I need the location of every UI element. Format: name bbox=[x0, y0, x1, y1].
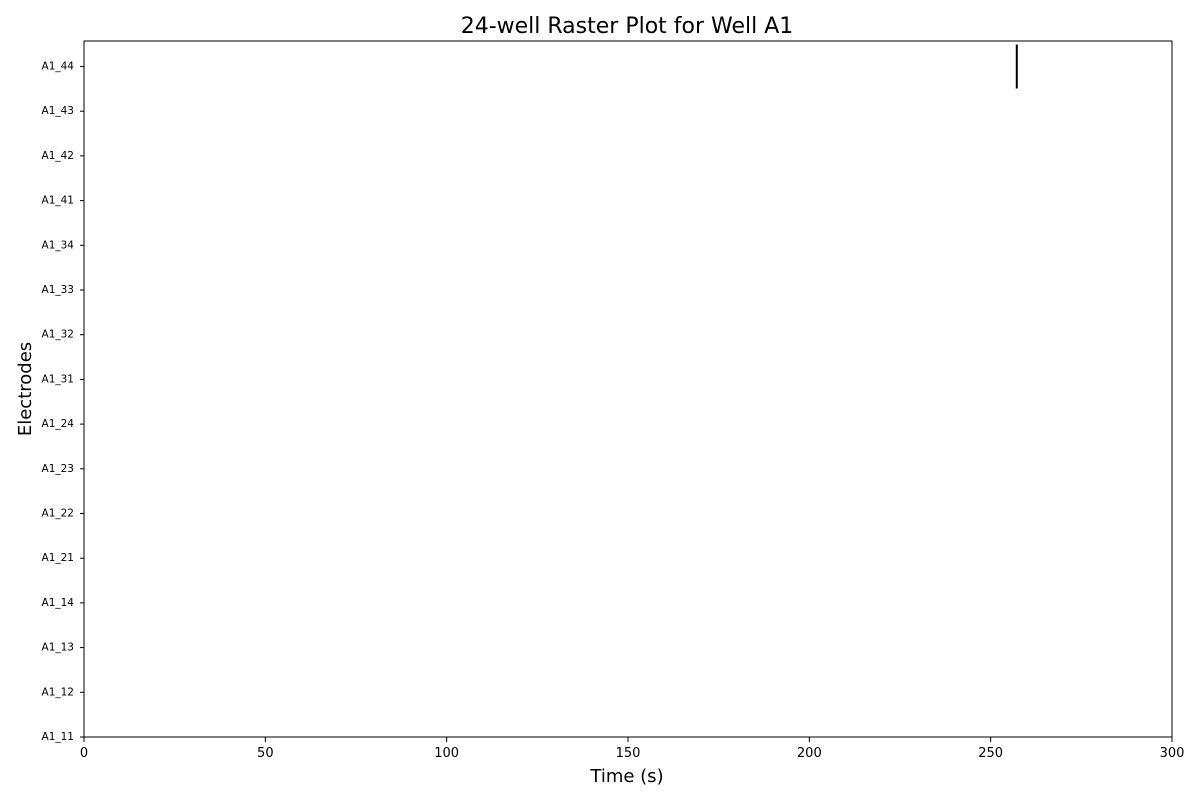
y-tick-label: A1_11 bbox=[42, 731, 74, 743]
x-tick-label: 100 bbox=[434, 746, 459, 761]
y-axis-label: Electrodes bbox=[15, 342, 36, 436]
x-tick-label: 50 bbox=[257, 746, 274, 761]
x-tick-label: 200 bbox=[797, 746, 822, 761]
y-tick-label: A1_41 bbox=[42, 195, 74, 207]
y-tick-label: A1_42 bbox=[42, 150, 74, 162]
y-tick-label: A1_12 bbox=[42, 686, 74, 698]
x-tick-label: 300 bbox=[1160, 746, 1185, 761]
x-tick-label: 250 bbox=[978, 746, 1003, 761]
x-tick-label: 0 bbox=[80, 746, 88, 761]
y-tick-label: A1_13 bbox=[42, 642, 74, 654]
y-tick-label: A1_24 bbox=[42, 418, 75, 430]
y-tick-label: A1_22 bbox=[42, 508, 74, 520]
y-tick-label: A1_31 bbox=[42, 373, 74, 385]
plot-frame bbox=[83, 40, 1173, 738]
y-tick-label: A1_44 bbox=[42, 61, 75, 73]
y-tick-label: A1_43 bbox=[42, 105, 74, 117]
x-tick-label: 150 bbox=[616, 746, 641, 761]
y-tick-label: A1_33 bbox=[42, 284, 74, 296]
y-tick-label: A1_23 bbox=[42, 463, 74, 475]
y-tick-label: A1_34 bbox=[42, 239, 75, 251]
x-axis-ticks: 0 50 100 150 200 250 300 bbox=[80, 737, 1185, 761]
y-tick-label: A1_32 bbox=[42, 329, 74, 341]
chart-title: 24-well Raster Plot for Well A1 bbox=[461, 14, 794, 39]
y-tick-label: A1_21 bbox=[42, 552, 74, 564]
x-axis-label: Time (s) bbox=[589, 766, 663, 787]
y-tick-label: A1_14 bbox=[42, 597, 75, 609]
y-axis-ticks: A1_11 A1_12 A1_13 A1_14 A1_21 A1_22 A1_23 A1_24… bbox=[42, 61, 84, 743]
